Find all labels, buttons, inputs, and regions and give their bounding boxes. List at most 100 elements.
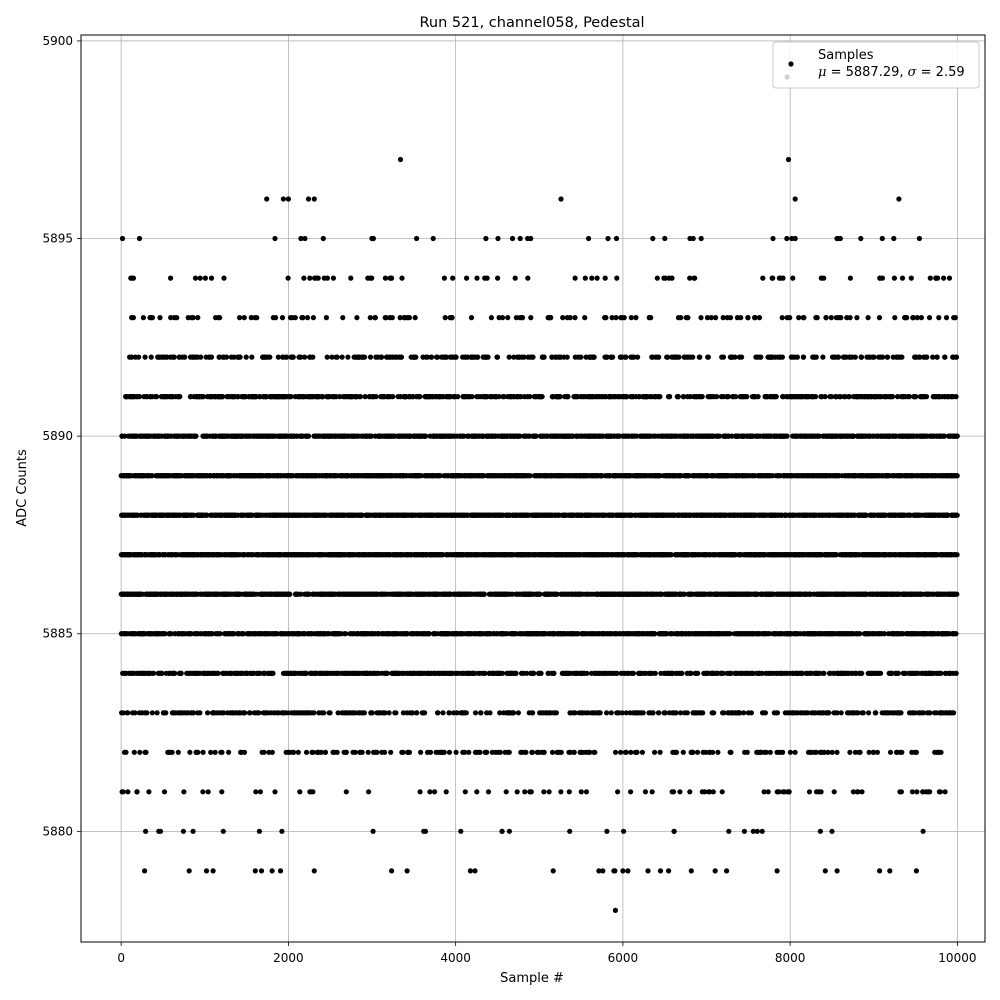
data-point — [129, 354, 135, 360]
data-point — [306, 591, 312, 597]
data-point — [495, 235, 501, 242]
data-point — [197, 275, 203, 281]
data-point — [327, 710, 333, 716]
data-point — [190, 315, 196, 321]
data-point — [310, 354, 316, 360]
data-point — [290, 354, 296, 360]
data-point — [149, 710, 155, 716]
data-point — [417, 789, 423, 795]
data-point — [370, 828, 376, 834]
data-point — [330, 275, 336, 281]
data-point — [322, 749, 328, 755]
data-point — [169, 749, 175, 755]
data-point — [212, 749, 218, 755]
data-point — [254, 315, 260, 321]
data-point — [334, 749, 340, 755]
data-point — [442, 315, 448, 321]
data-point — [220, 394, 226, 400]
data-point — [382, 275, 388, 281]
data-point — [528, 315, 534, 321]
data-point — [463, 710, 469, 716]
data-point — [499, 828, 505, 834]
data-point — [450, 275, 456, 281]
data-point — [530, 354, 536, 360]
data-point — [414, 710, 420, 716]
data-point — [509, 235, 516, 242]
data-point — [506, 749, 512, 755]
data-point — [432, 789, 438, 795]
data-point — [345, 354, 351, 360]
data-point — [193, 433, 199, 439]
data-point — [483, 235, 489, 242]
data-point — [382, 749, 388, 755]
data-point — [512, 275, 518, 281]
data-point — [198, 354, 204, 360]
data-point — [310, 789, 316, 795]
data-point — [466, 749, 472, 755]
data-point — [404, 868, 410, 874]
data-point — [202, 275, 208, 281]
data-point — [253, 789, 259, 795]
data-point — [393, 710, 399, 716]
data-point — [467, 868, 473, 874]
data-point — [134, 789, 140, 795]
data-point — [221, 275, 227, 281]
data-point — [469, 394, 475, 400]
data-point — [307, 275, 313, 281]
data-point — [435, 710, 441, 716]
data-point — [221, 710, 227, 716]
data-point — [132, 710, 138, 716]
data-point — [208, 275, 215, 281]
data-point — [217, 315, 223, 321]
data-point — [217, 631, 223, 637]
data-point — [361, 710, 367, 716]
data-point — [172, 670, 178, 676]
data-point — [311, 710, 317, 716]
data-point — [277, 868, 284, 874]
data-point — [366, 789, 372, 795]
data-point — [241, 315, 247, 321]
data-point — [449, 315, 455, 321]
data-point — [320, 235, 326, 242]
data-point — [205, 710, 211, 716]
data-point — [503, 789, 509, 795]
data-point — [171, 354, 177, 360]
data-point — [379, 354, 385, 360]
data-point — [301, 275, 307, 281]
data-point — [374, 749, 380, 755]
data-point — [295, 749, 301, 755]
data-point — [527, 394, 533, 400]
data-point — [137, 749, 143, 755]
data-point — [302, 354, 308, 360]
data-point — [291, 749, 297, 755]
data-point — [231, 354, 237, 360]
data-point — [287, 591, 293, 597]
data-point — [146, 789, 152, 795]
data-point — [119, 235, 126, 242]
data-point — [175, 749, 181, 755]
data-point — [531, 670, 537, 676]
data-point — [441, 749, 447, 755]
data-point — [195, 315, 201, 321]
data-point — [270, 670, 276, 676]
data-point — [162, 631, 168, 637]
data-point — [324, 354, 330, 360]
data-point — [148, 354, 154, 360]
data-point — [208, 749, 214, 755]
data-point — [208, 354, 215, 360]
data-point — [180, 828, 186, 834]
data-point — [310, 749, 316, 755]
data-point — [154, 710, 160, 716]
data-point — [205, 789, 211, 795]
data-points — [118, 156, 960, 914]
data-point — [488, 315, 494, 321]
data-point — [413, 354, 419, 360]
data-point — [258, 868, 265, 874]
data-point — [406, 315, 412, 321]
data-point — [430, 235, 436, 242]
data-point — [455, 394, 461, 400]
data-point — [144, 710, 150, 716]
data-point — [181, 789, 187, 795]
data-point — [484, 749, 490, 755]
data-point — [219, 789, 225, 795]
